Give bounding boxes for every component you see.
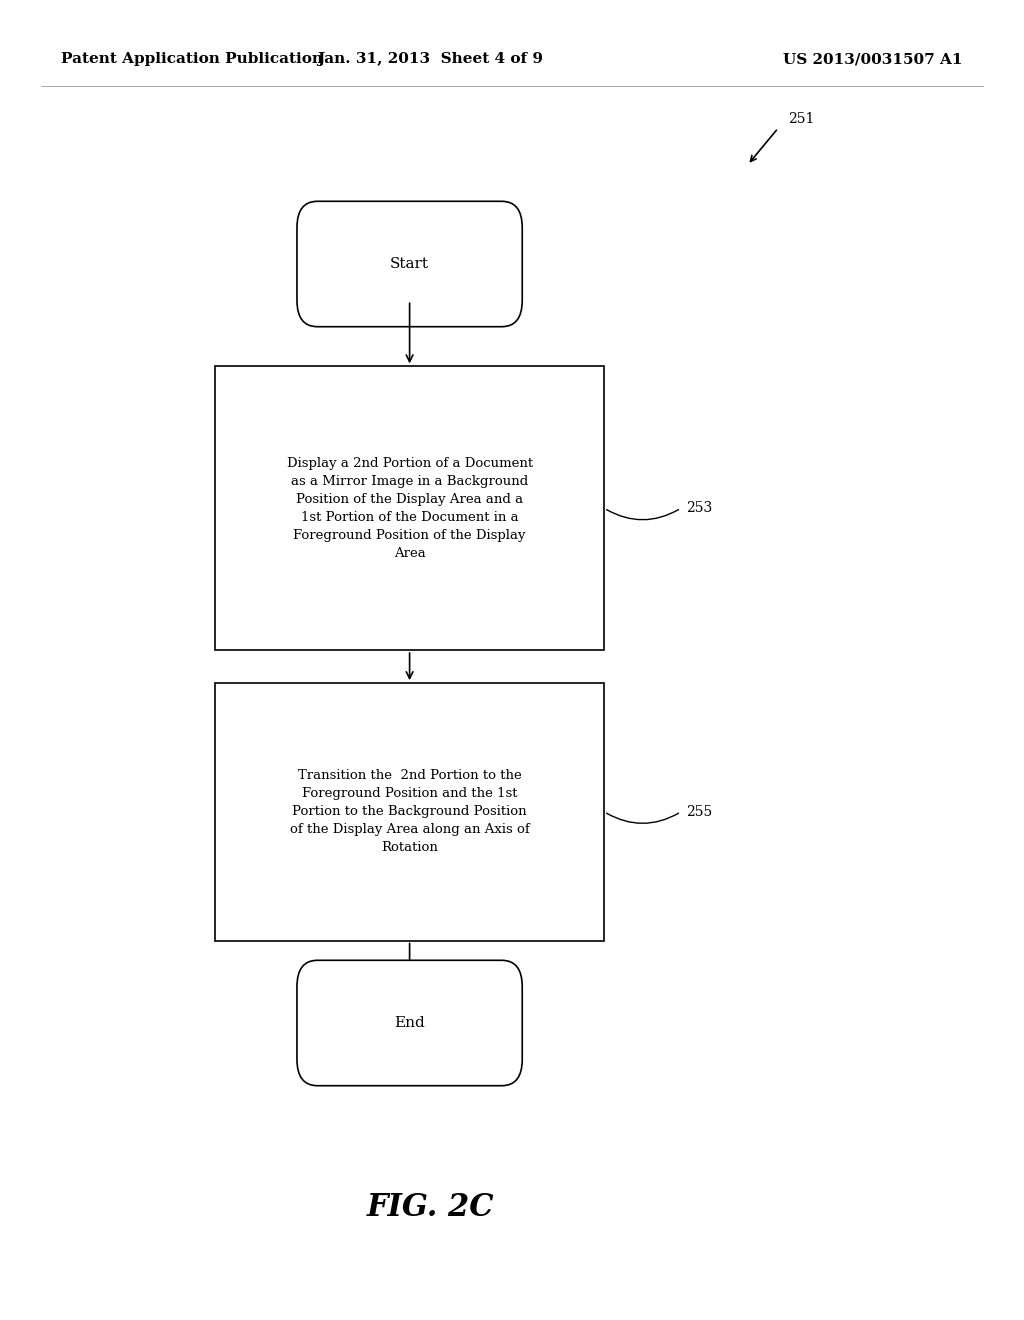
Text: Patent Application Publication: Patent Application Publication [61, 53, 324, 66]
Text: Transition the  2nd Portion to the
Foreground Position and the 1st
Portion to th: Transition the 2nd Portion to the Foregr… [290, 770, 529, 854]
Text: US 2013/0031507 A1: US 2013/0031507 A1 [783, 53, 963, 66]
Text: FIG. 2C: FIG. 2C [367, 1192, 494, 1224]
Text: Display a 2nd Portion of a Document
as a Mirror Image in a Background
Position o: Display a 2nd Portion of a Document as a… [287, 457, 532, 560]
Text: Jan. 31, 2013  Sheet 4 of 9: Jan. 31, 2013 Sheet 4 of 9 [317, 53, 543, 66]
Bar [215, 684, 604, 940]
FancyBboxPatch shape [297, 201, 522, 326]
Text: 253: 253 [686, 502, 713, 515]
FancyBboxPatch shape [297, 961, 522, 1085]
Text: 251: 251 [788, 112, 815, 125]
Text: Start: Start [390, 257, 429, 271]
Text: End: End [394, 1016, 425, 1030]
Bar [215, 367, 604, 651]
Text: 255: 255 [686, 805, 713, 818]
